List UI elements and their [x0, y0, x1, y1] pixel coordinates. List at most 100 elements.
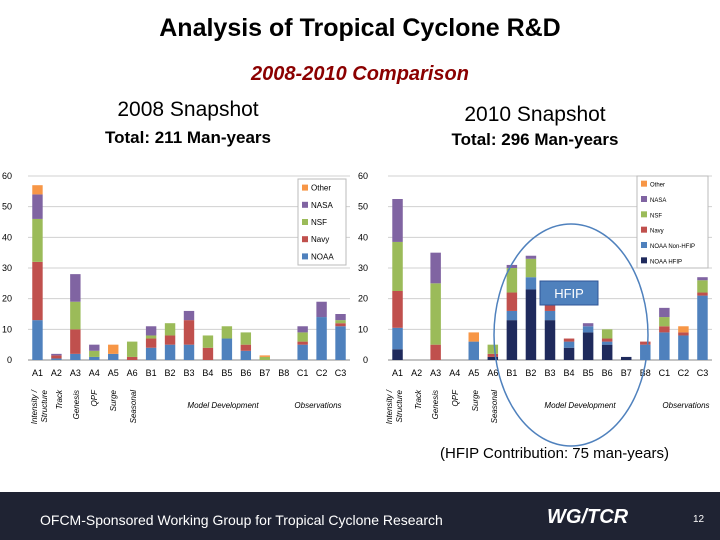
c2010-group-label: Surge	[471, 389, 480, 411]
c2008-category-label: B6	[240, 368, 251, 378]
c2008-bar-a4-noaa	[89, 356, 100, 360]
c2008-bar-c3-navy	[335, 323, 346, 327]
c2010-ytick-label: 10	[358, 324, 368, 334]
c2010-group-label: QPF	[451, 389, 460, 407]
c2010-legend-label: NOAA Non-HFIP	[650, 244, 695, 250]
c2010-bar-a1-noaa-non-hfip	[392, 327, 403, 350]
c2008-bar-b1-nasa	[145, 326, 157, 336]
hfip-contribution-note: (HFIP Contribution: 75 man-years)	[440, 445, 669, 462]
c2008-category-label: C3	[335, 368, 347, 378]
c2010-category-label: B6	[602, 368, 613, 378]
c2010-bar-c3-noaa-non-hfip	[697, 295, 708, 360]
c2010-bar-c3-nsf	[697, 280, 708, 293]
c2008-legend-swatch	[302, 253, 308, 260]
c2008-legend-label: NASA	[311, 201, 333, 210]
c2008-bar-c1-nasa	[297, 326, 308, 333]
c2010-legend-label: NOAA HFIP	[650, 259, 682, 265]
c2008-ytick-label: 10	[2, 324, 12, 334]
c2008-bar-a1-other	[32, 185, 43, 195]
c2010-category-label: C3	[697, 368, 709, 378]
c2010-bar-c1-nasa	[659, 307, 670, 318]
footer-bar: OFCM-Sponsored Working Group for Tropica…	[0, 492, 720, 540]
c2010-bar-a1-noaa-hfip	[392, 349, 403, 360]
c2010-category-label: B8	[640, 368, 651, 378]
c2008-category-label: A5	[108, 368, 119, 378]
c2008-bar-b7-nsf	[259, 356, 270, 360]
c2010-category-label: B3	[544, 368, 555, 378]
c2010-bar-b5-noaa-non-hfip	[582, 326, 594, 333]
c2008-category-label: B7	[259, 368, 270, 378]
c2008-bar-a3-noaa	[70, 353, 81, 360]
c2008-category-label: B3	[183, 368, 194, 378]
c2008-bar-c3-noaa	[335, 326, 346, 360]
c2008-bar-b2-navy	[164, 335, 176, 345]
c2010-hfip-label: HFIP	[554, 286, 584, 301]
c2008-bar-b2-nsf	[164, 323, 176, 336]
c2010-group-label: Genesis	[431, 390, 440, 419]
c2008-bar-b6-nsf	[240, 332, 252, 345]
c2008-category-label: A1	[32, 368, 43, 378]
chart-2010-total: Total: 296 Man-years	[451, 130, 619, 149]
c2008-group-label: Observations	[294, 401, 341, 410]
c2008-bar-a5-noaa	[108, 353, 119, 360]
c2008-ytick-label: 60	[2, 171, 12, 181]
c2008-legend-swatch	[302, 201, 308, 208]
c2010-bar-c3-nasa	[697, 277, 708, 281]
c2010-legend-label: Other	[650, 183, 665, 189]
c2010-ytick-label: 40	[358, 232, 368, 242]
c2008-category-label: B8	[278, 368, 289, 378]
c2010-bar-c1-navy	[659, 326, 670, 333]
c2010-bar-a1-nsf	[392, 241, 403, 291]
c2010-hfip-callout	[539, 280, 599, 306]
c2010-bar-b1-nsf	[506, 268, 518, 293]
c2010-bar-b6-nsf	[601, 329, 613, 339]
c2008-category-label: C1	[297, 368, 309, 378]
c2008-bar-b6-navy	[240, 344, 252, 351]
c2010-group-label: Seasonal	[490, 390, 499, 424]
c2010-category-label: B1	[506, 368, 517, 378]
c2008-legend-swatch	[302, 236, 308, 243]
c2008-category-label: B4	[202, 368, 213, 378]
c2010-category-label: A1	[392, 368, 403, 378]
c2010-category-label: C2	[678, 368, 690, 378]
c2008-bar-b1-navy	[145, 338, 157, 348]
c2010-legend-swatch	[641, 226, 647, 233]
c2010-ytick-label: 50	[358, 202, 368, 212]
c2010-legend-swatch	[641, 257, 647, 264]
c2010-bar-b7-noaa-hfip	[620, 356, 632, 360]
c2008-group-label: Track	[55, 389, 64, 409]
c2010-bar-b1-navy	[506, 292, 518, 311]
c2008-legend-label: NSF	[311, 218, 327, 227]
c2008-bar-a1-nsf	[32, 218, 43, 262]
c2010-bar-b4-navy	[563, 338, 575, 342]
c2010-bar-a6-navy	[487, 353, 499, 357]
c2010-legend-label: NSF	[650, 213, 662, 219]
c2008-bar-c1-navy	[297, 341, 308, 345]
c2010-ytick-label: 60	[358, 171, 368, 181]
c2010-bar-c1-nsf	[659, 317, 670, 327]
chart-2008-title: 2008 Snapshot	[117, 98, 259, 121]
c2008-group-label: QPF	[90, 389, 99, 407]
c2008-ytick-label: 40	[2, 232, 12, 242]
c2010-bar-b1-noaa-hfip	[506, 320, 518, 360]
c2008-ytick-label: 30	[2, 263, 12, 273]
c2010-category-label: A2	[411, 368, 422, 378]
c2008-bar-a1-navy	[32, 261, 43, 321]
c2008-bar-a6-navy	[126, 356, 138, 360]
c2010-legend-swatch	[641, 196, 647, 202]
c2008-group-label: Model Development	[187, 401, 259, 410]
c2010-bar-c2-noaa-non-hfip	[678, 335, 689, 360]
c2010-bar-b2-noaa-hfip	[525, 289, 537, 360]
c2010-bar-a6-noaa-hfip	[487, 356, 499, 360]
c2008-bar-b3-nasa	[183, 310, 195, 321]
c2010-group-label: Model Development	[544, 401, 616, 410]
c2010-bar-a3-navy	[430, 344, 441, 360]
c2008-bar-c2-nasa	[316, 301, 327, 318]
footer-logo: WG/TCR	[547, 506, 629, 528]
slide-subtitle: 2008-2010 Comparison	[251, 63, 469, 85]
c2010-legend-label: NASA	[650, 198, 666, 204]
c2010-group-label: Observations	[662, 401, 709, 410]
c2008-category-label: A6	[127, 368, 138, 378]
c2008-bar-a6-nsf	[126, 341, 138, 357]
